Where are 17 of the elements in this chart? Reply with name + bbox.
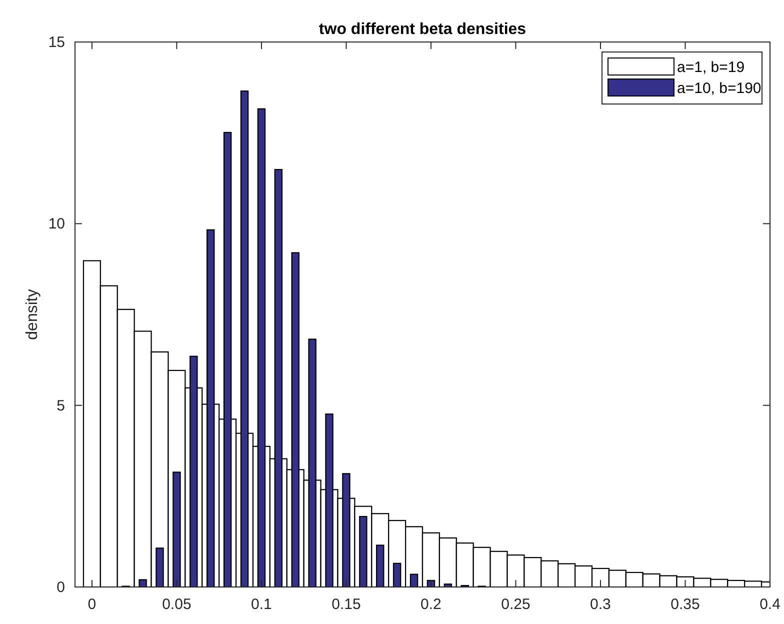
legend-label: a=1, b=19 (677, 59, 745, 76)
x-tick-label: 0.25 (501, 596, 530, 613)
x-tick-label: 0.2 (420, 596, 442, 613)
x-tick-label: 0.1 (251, 596, 272, 613)
y-tick-label: 0 (56, 579, 65, 596)
x-tick-label: 0.3 (590, 596, 611, 613)
y-tick-label: 10 (48, 216, 65, 233)
y-tick-label: 15 (48, 34, 65, 51)
x-tick-label: 0 (88, 596, 96, 613)
x-tick-label: 0.05 (162, 596, 192, 613)
legend-label: a=10, b=190 (677, 80, 762, 97)
y-axis-title: density (24, 289, 41, 340)
chart-title: two different beta densities (318, 21, 526, 38)
x-tick-label: 0.4 (760, 596, 780, 613)
x-tick-label: 0.35 (670, 596, 700, 613)
y-tick-label: 5 (56, 397, 65, 414)
x-tick-label: 0.15 (332, 596, 361, 613)
